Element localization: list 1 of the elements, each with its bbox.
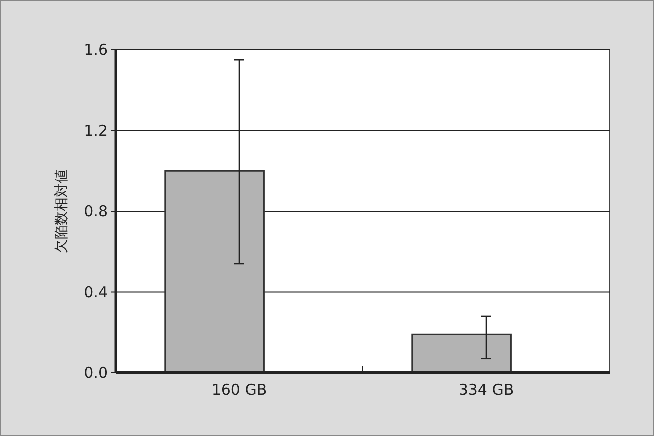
ylabel: 欠陥数相対値 (54, 170, 70, 254)
